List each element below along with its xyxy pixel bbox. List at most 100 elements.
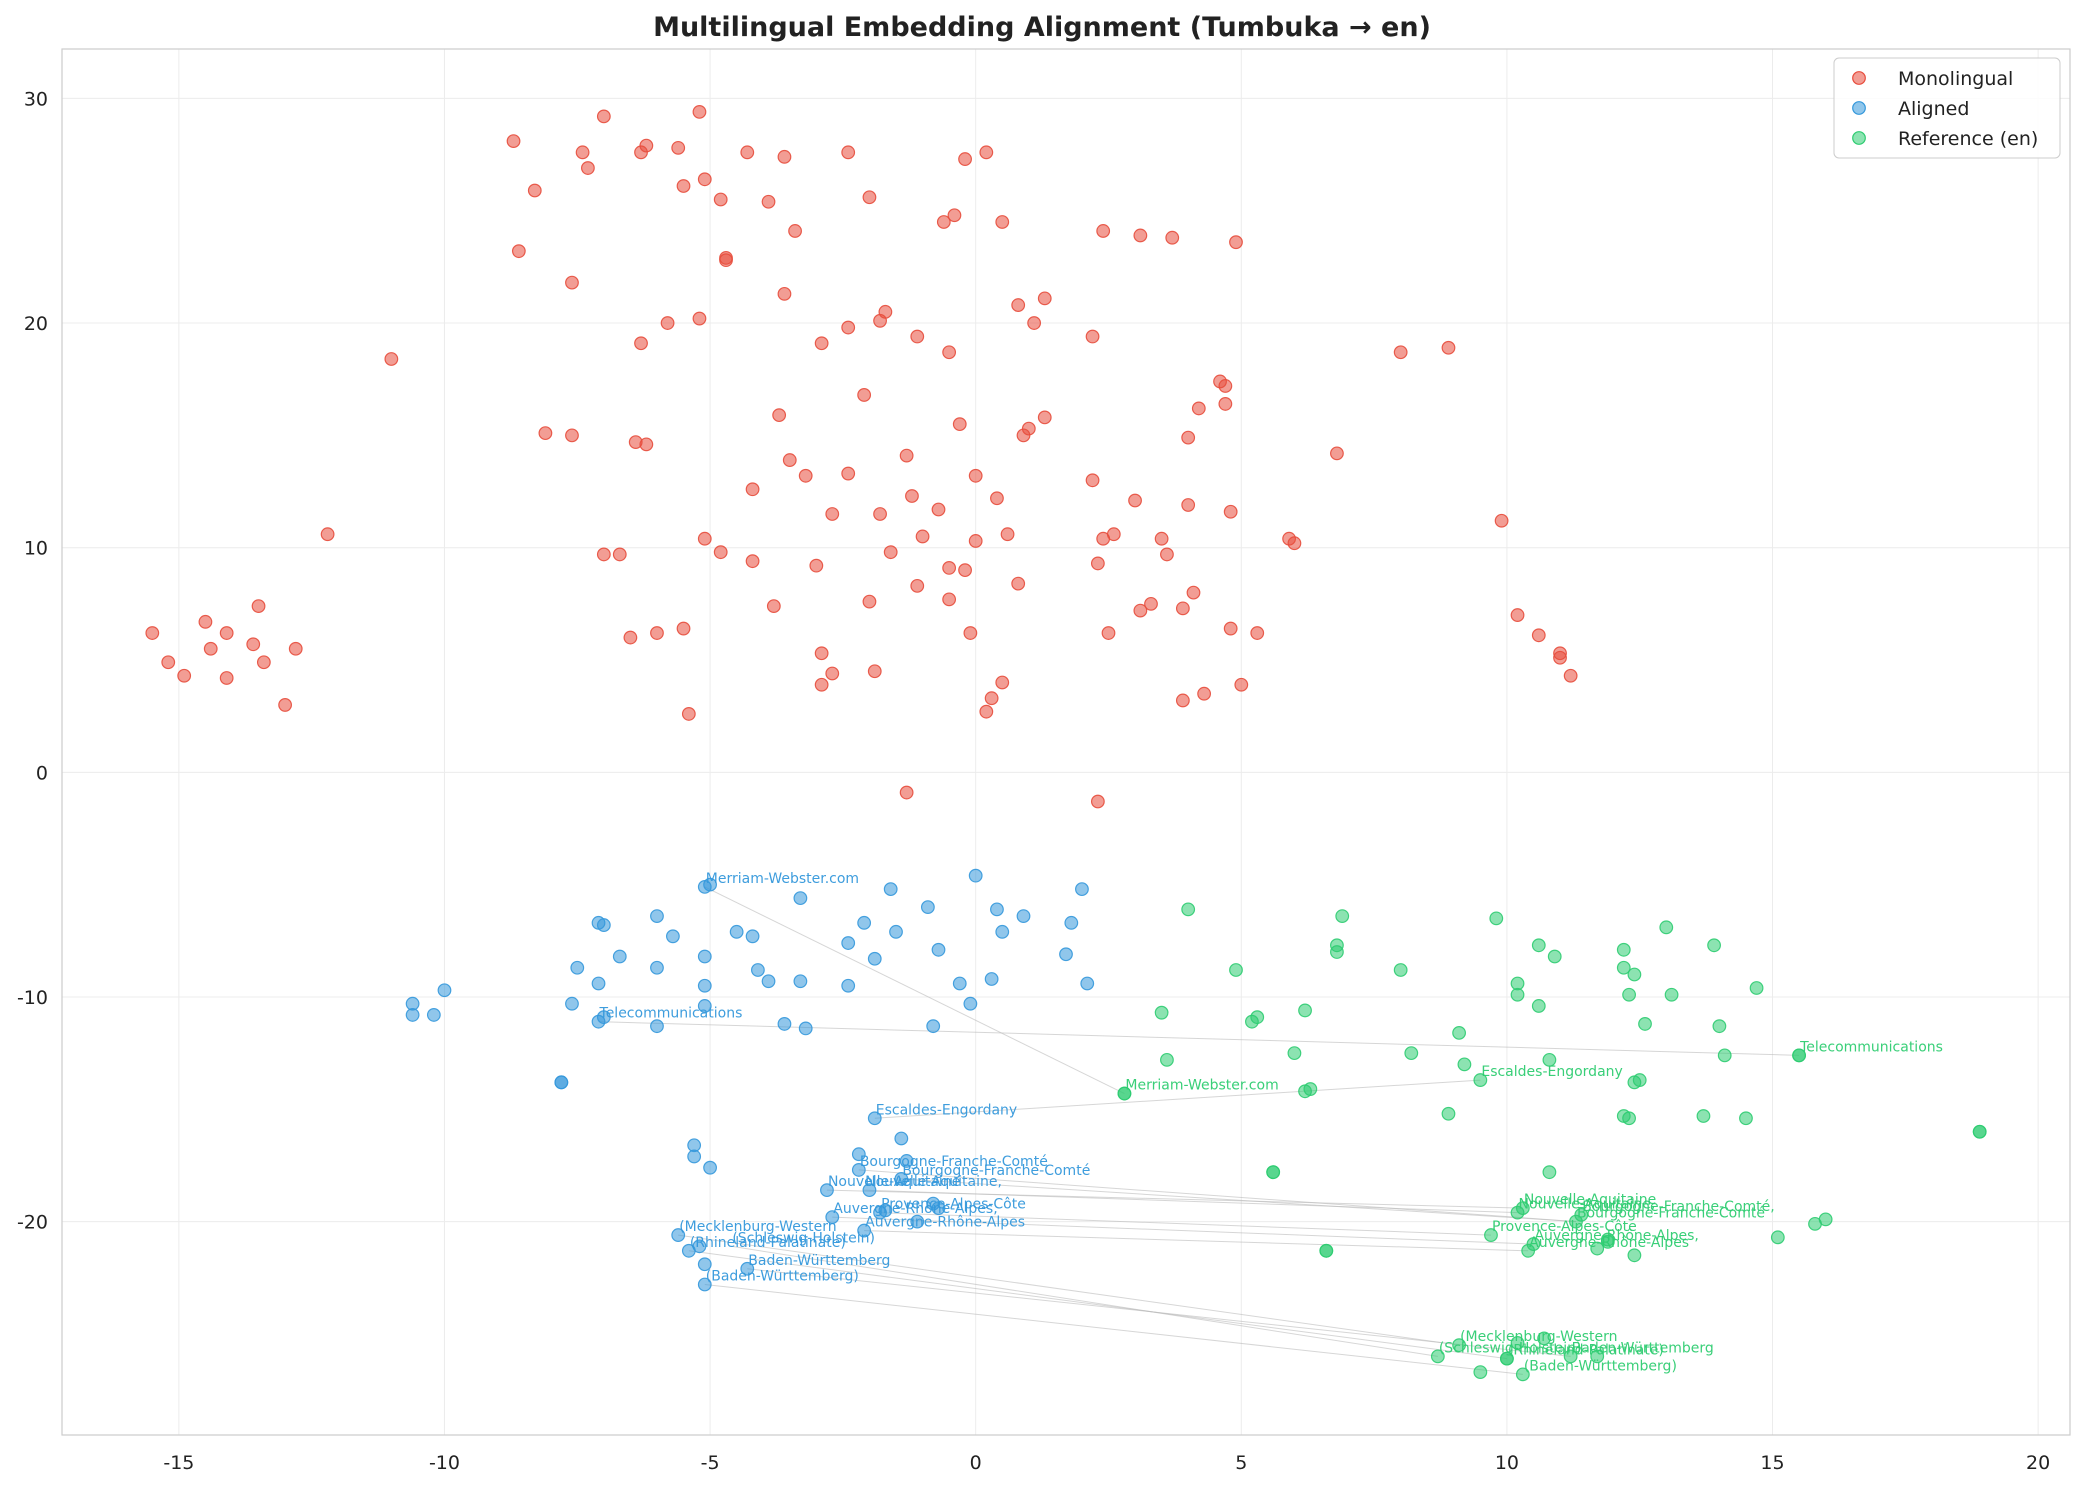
data-point bbox=[1441, 340, 1456, 355]
data-point bbox=[219, 626, 234, 640]
data-point bbox=[878, 304, 893, 319]
data-point bbox=[554, 1075, 569, 1090]
alignment-connector bbox=[704, 886, 1125, 1095]
data-point bbox=[745, 929, 760, 944]
data-point bbox=[1144, 596, 1158, 611]
y-tick-label: 30 bbox=[24, 88, 48, 110]
data-point bbox=[634, 336, 648, 351]
data-point bbox=[931, 502, 946, 517]
data-point bbox=[565, 275, 579, 290]
data-point bbox=[527, 183, 542, 198]
x-tick-label: -5 bbox=[701, 1452, 720, 1474]
data-point bbox=[687, 1149, 702, 1164]
data-point bbox=[1563, 668, 1578, 683]
reference-annotation: (Rhineland-Palatinate) bbox=[1508, 1343, 1664, 1359]
data-point bbox=[958, 152, 972, 166]
data-point bbox=[931, 1201, 946, 1216]
data-point bbox=[1090, 556, 1105, 571]
data-point bbox=[671, 1228, 686, 1242]
plot-frame bbox=[61, 48, 2071, 1436]
data-point bbox=[1085, 329, 1100, 344]
data-point bbox=[596, 1010, 611, 1025]
x-tick-label: 5 bbox=[1235, 1452, 1247, 1474]
data-point bbox=[889, 924, 903, 939]
data-point bbox=[1717, 1048, 1732, 1063]
data-point bbox=[766, 599, 781, 613]
data-point bbox=[745, 554, 760, 569]
data-point bbox=[697, 949, 712, 964]
data-point bbox=[1303, 1082, 1318, 1096]
data-point bbox=[883, 545, 898, 560]
data-point bbox=[1531, 628, 1546, 643]
data-point bbox=[995, 924, 1010, 939]
data-point bbox=[1500, 1351, 1514, 1366]
data-point bbox=[161, 655, 176, 670]
series-2 bbox=[1117, 902, 1987, 1382]
data-point bbox=[851, 1147, 866, 1162]
data-point bbox=[1627, 967, 1642, 982]
data-point bbox=[713, 192, 728, 207]
data-point bbox=[665, 929, 680, 944]
legend-marker bbox=[1852, 71, 1866, 85]
data-point bbox=[857, 915, 872, 930]
data-point bbox=[894, 1131, 909, 1146]
data-point bbox=[1175, 693, 1190, 708]
data-point bbox=[1659, 920, 1674, 935]
data-point bbox=[857, 1223, 872, 1238]
x-tick-label: 15 bbox=[1760, 1452, 1784, 1474]
reference-annotation: Nouvelle-Aquitaine bbox=[1524, 1192, 1656, 1208]
data-point bbox=[777, 149, 792, 164]
alignment-connector bbox=[864, 1189, 1518, 1214]
data-point bbox=[1229, 963, 1243, 977]
data-point bbox=[750, 963, 765, 977]
reference-annotation: Escaldes-Engordany bbox=[1481, 1064, 1622, 1080]
data-point bbox=[1707, 938, 1721, 953]
data-point bbox=[1085, 473, 1100, 488]
data-point bbox=[1075, 882, 1089, 897]
data-point bbox=[575, 145, 590, 160]
data-point bbox=[990, 491, 1004, 506]
data-point bbox=[692, 311, 707, 326]
data-point bbox=[1223, 504, 1238, 519]
x-tick-label: -15 bbox=[163, 1452, 194, 1474]
data-point bbox=[814, 336, 829, 351]
data-point bbox=[968, 868, 983, 883]
data-point bbox=[825, 666, 840, 681]
data-point bbox=[1000, 527, 1015, 542]
data-point bbox=[703, 1160, 717, 1175]
data-point bbox=[1106, 527, 1121, 542]
data-point bbox=[788, 224, 802, 238]
data-point bbox=[841, 466, 856, 481]
data-point bbox=[1590, 1241, 1605, 1256]
x-tick-label: 0 bbox=[970, 1452, 982, 1474]
data-point bbox=[1234, 677, 1249, 692]
data-point bbox=[697, 1257, 712, 1272]
data-point bbox=[1319, 1243, 1334, 1258]
data-point bbox=[1473, 1073, 1488, 1087]
data-point bbox=[650, 626, 664, 640]
legend-label: Aligned bbox=[1898, 98, 1969, 120]
data-point bbox=[1154, 1005, 1169, 1020]
data-point bbox=[1452, 1026, 1467, 1040]
data-point bbox=[1638, 1017, 1652, 1031]
data-point bbox=[1664, 987, 1679, 1002]
data-point bbox=[1531, 938, 1546, 953]
axes: -15 -10 -5 0 5 10 15 20 30 20 10 0 -10 -20 bbox=[17, 88, 2050, 1474]
legend-label: Monolingual bbox=[1898, 68, 2013, 90]
data-point bbox=[1600, 1234, 1615, 1249]
aligned-annotation: Escaldes-Engordany bbox=[876, 1102, 1017, 1118]
data-point bbox=[1133, 228, 1148, 243]
data-point bbox=[1430, 1349, 1445, 1364]
series-0 bbox=[145, 104, 1578, 809]
data-point bbox=[565, 996, 579, 1011]
alignment-connector bbox=[747, 1268, 1571, 1357]
data-point bbox=[1537, 1331, 1551, 1346]
data-point bbox=[825, 1210, 840, 1225]
data-point bbox=[1484, 1228, 1498, 1242]
aligned-annotation: Merriam-Webster.com bbox=[706, 871, 859, 887]
data-point bbox=[1393, 963, 1408, 977]
data-point bbox=[873, 507, 887, 521]
data-point bbox=[1622, 987, 1636, 1002]
